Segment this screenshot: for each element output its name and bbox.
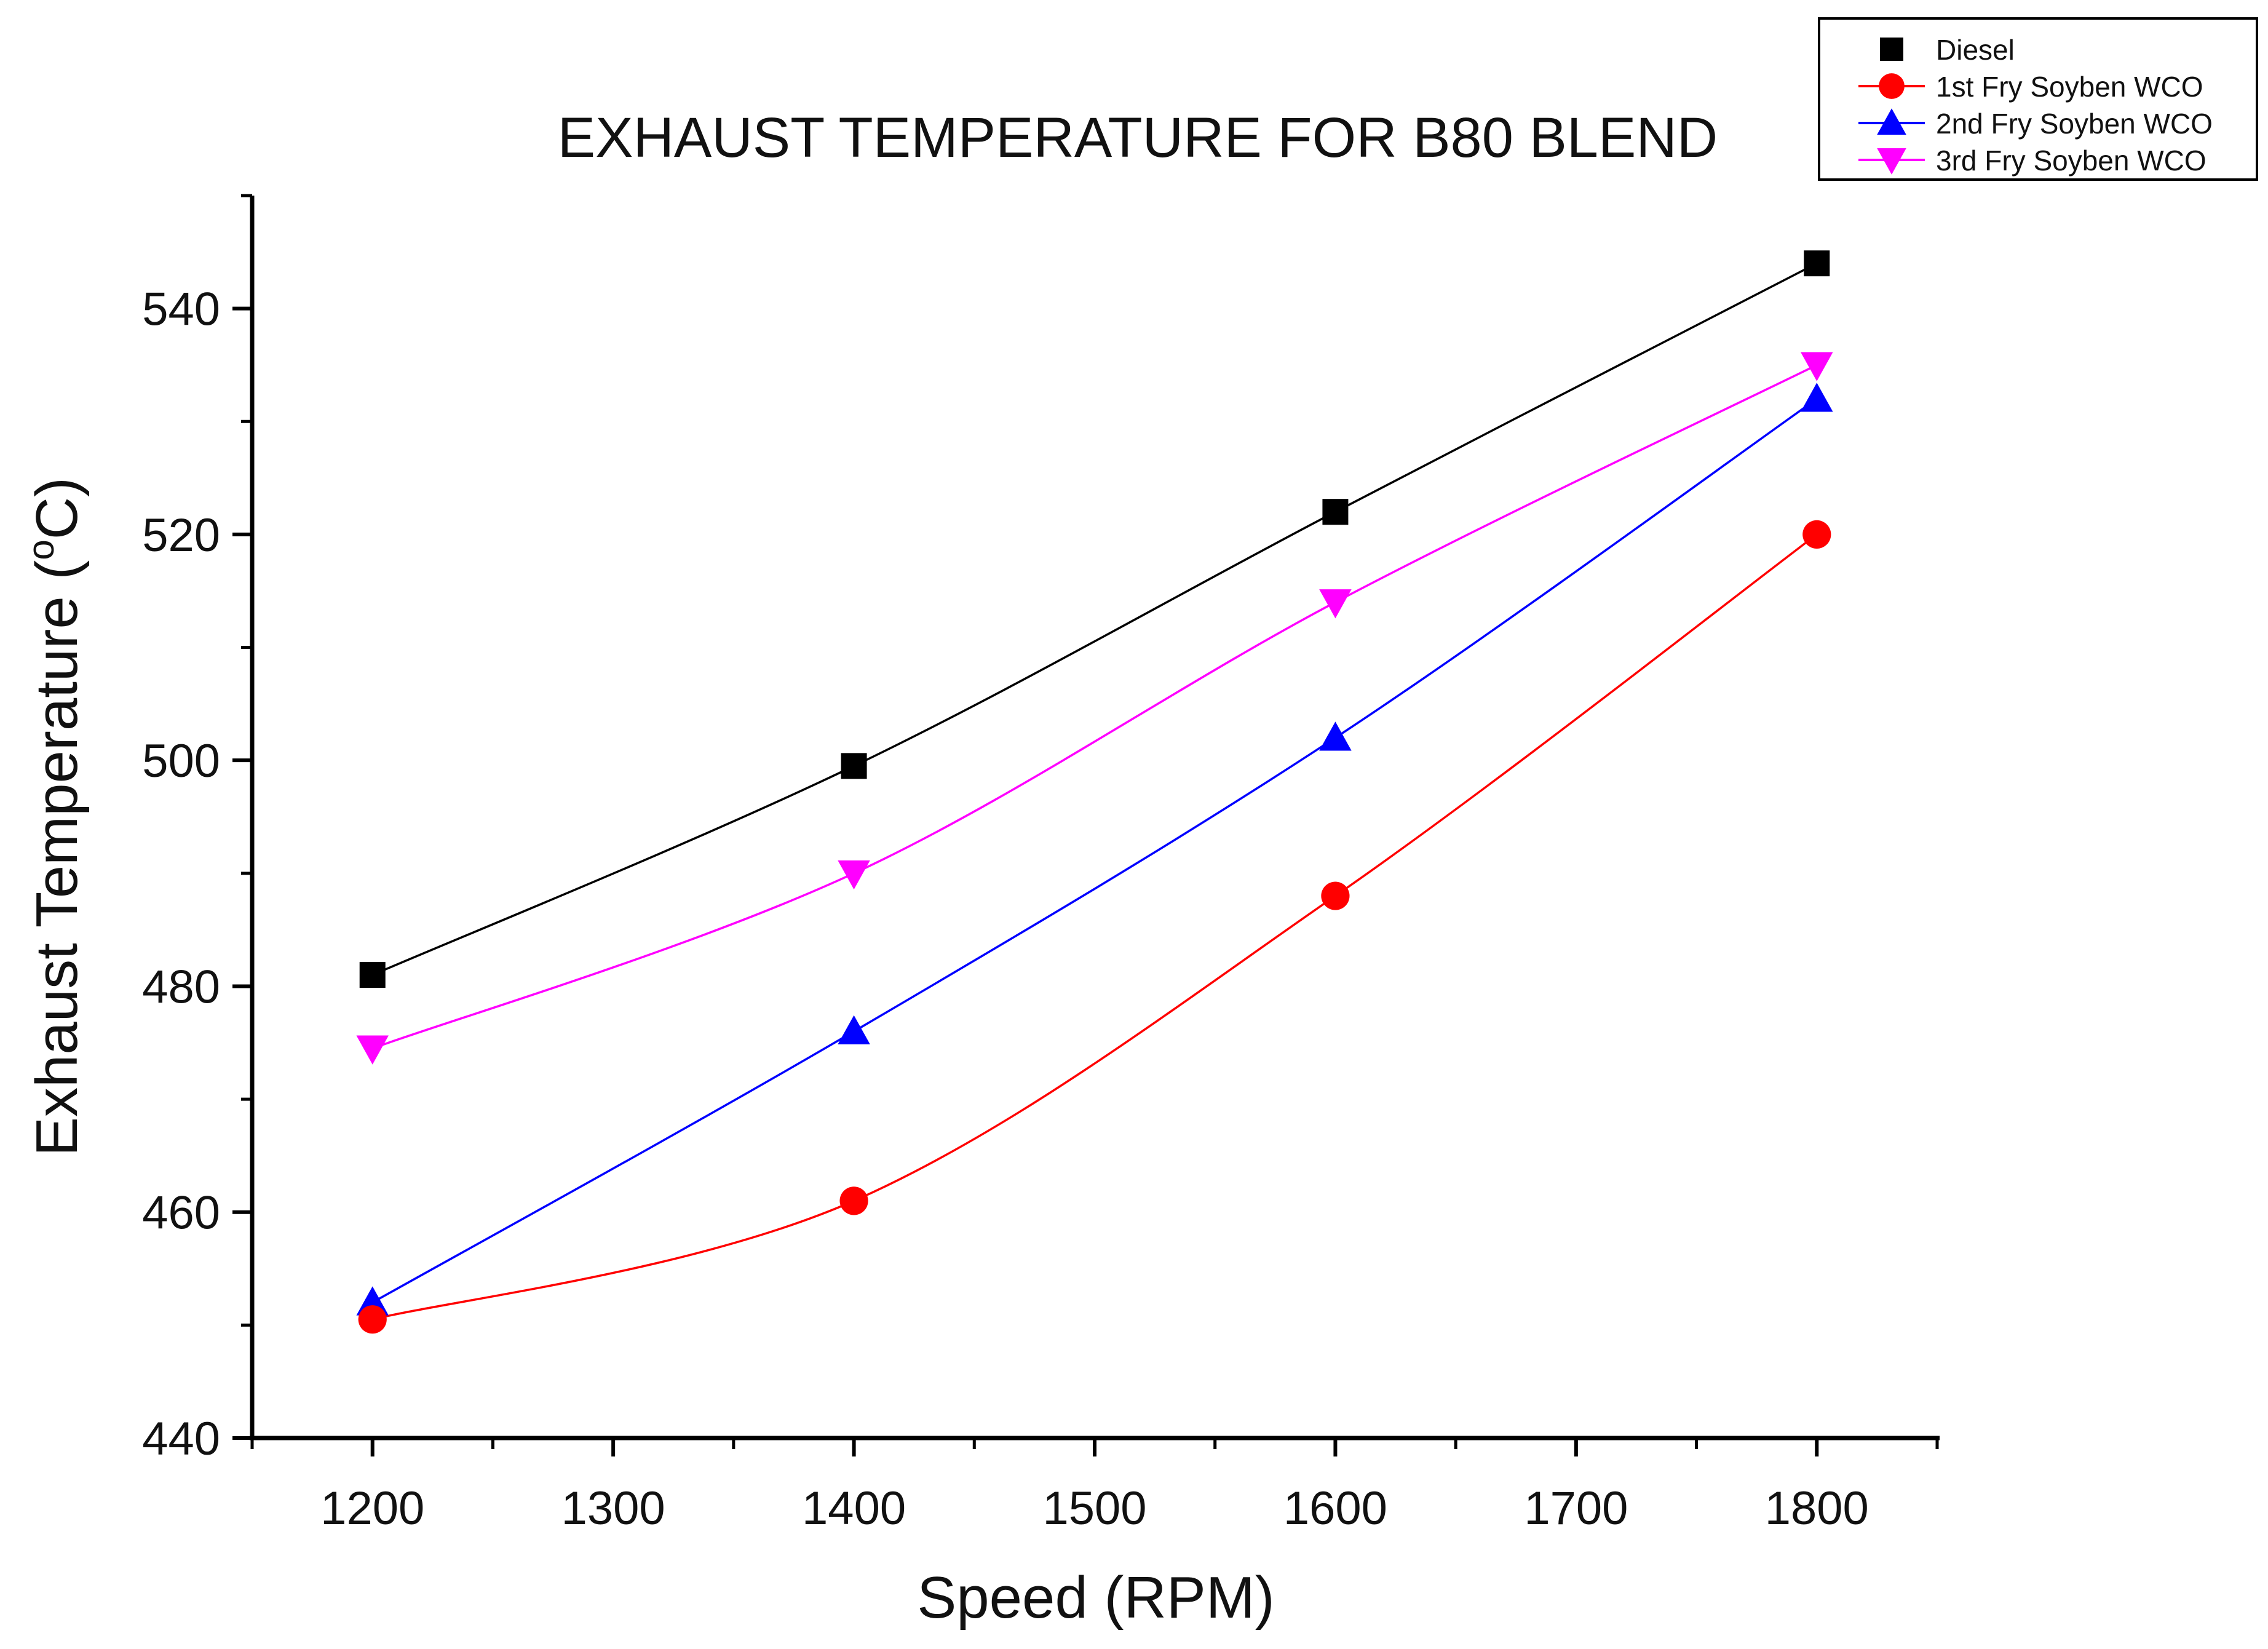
data-point-s2-1600 — [1319, 721, 1352, 751]
x-tick-label-1300: 1300 — [561, 1482, 665, 1535]
legend-marker-1 — [1879, 73, 1905, 99]
data-point-s0-1200 — [359, 962, 386, 988]
x-tick-label-1800: 1800 — [1765, 1482, 1869, 1535]
chart-legend: Diesel 1st Fry Soyben WCO 2nd Fry Soyben W… — [1818, 17, 2258, 181]
y-tick-label-460: 460 — [142, 1187, 220, 1239]
legend-label-1: 1st Fry Soyben WCO — [1936, 71, 2203, 103]
y-tick-label-480: 480 — [142, 961, 220, 1013]
y-tick-label-540: 540 — [142, 284, 220, 336]
data-point-s3-1200 — [356, 1035, 389, 1065]
y-tick-label-520: 520 — [142, 509, 220, 562]
chart-title: EXHAUST TEMPERATURE FOR B80 BLEND — [558, 106, 1718, 169]
legend-label-0: Diesel — [1936, 34, 2015, 66]
series-lines — [371, 262, 1818, 1321]
series-markers — [356, 250, 1833, 1334]
data-point-s3-1400 — [838, 860, 870, 890]
x-tick-label-1400: 1400 — [802, 1482, 906, 1535]
y-tick-label-440: 440 — [142, 1413, 220, 1465]
y-axis-label-main: Exhaust Temperature ( — [24, 560, 90, 1156]
legend-marker-2 — [1877, 108, 1906, 135]
series-line-2 — [371, 398, 1818, 1304]
data-point-s1-1800 — [1802, 520, 1831, 549]
y-tick-label-500: 500 — [142, 735, 220, 787]
data-point-s3-1600 — [1319, 589, 1352, 619]
legend-label-2: 2nd Fry Soyben WCO — [1936, 108, 2213, 140]
data-point-s1-1200 — [358, 1305, 387, 1334]
y-axis-label: Exhaust Temperature (oC) — [20, 477, 90, 1156]
data-point-s1-1400 — [839, 1186, 868, 1215]
data-point-s0-1600 — [1322, 499, 1349, 525]
series-line-0 — [372, 262, 1818, 976]
axis-ticks: 1200 1300 1400 1500 1600 1700 1800 440 460 480 500… — [142, 194, 1939, 1535]
data-point-s0-1800 — [1804, 250, 1830, 277]
legend-marker-3 — [1877, 148, 1906, 175]
y-axis-label-degree: o — [20, 539, 61, 560]
series-line-1 — [372, 533, 1818, 1321]
plot-axes — [250, 196, 1940, 1440]
legend-marker-0 — [1880, 38, 1903, 61]
data-point-s1-1600 — [1321, 881, 1350, 910]
x-tick-label-1200: 1200 — [320, 1482, 424, 1535]
y-axis-label-unit: C) — [24, 477, 90, 539]
x-tick-label-1600: 1600 — [1283, 1482, 1387, 1535]
legend-label-3: 3rd Fry Soyben WCO — [1936, 145, 2207, 177]
x-axis-label: Speed (RPM) — [917, 1565, 1275, 1631]
series-line-3 — [372, 364, 1818, 1050]
data-point-s2-1800 — [1801, 383, 1833, 412]
data-point-s2-1400 — [838, 1015, 870, 1044]
x-tick-label-1500: 1500 — [1042, 1482, 1146, 1535]
x-tick-label-1700: 1700 — [1524, 1482, 1628, 1535]
data-point-s0-1400 — [841, 753, 867, 779]
data-point-s3-1800 — [1801, 352, 1833, 381]
